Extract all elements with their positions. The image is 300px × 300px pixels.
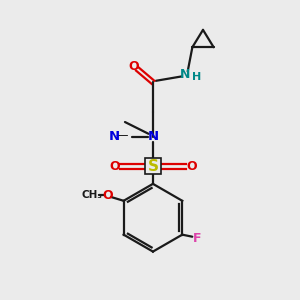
Text: O: O <box>110 160 120 173</box>
Text: N: N <box>109 130 120 143</box>
Text: F: F <box>193 232 202 245</box>
Text: O: O <box>186 160 196 173</box>
Text: O: O <box>102 189 113 202</box>
Text: N: N <box>147 130 158 143</box>
Text: N: N <box>180 68 190 81</box>
Bar <box>145 158 161 174</box>
Text: S: S <box>147 159 158 174</box>
Text: O: O <box>128 60 139 73</box>
Text: —: — <box>115 129 128 142</box>
Text: CH₃: CH₃ <box>82 190 103 200</box>
Text: H: H <box>192 72 201 82</box>
